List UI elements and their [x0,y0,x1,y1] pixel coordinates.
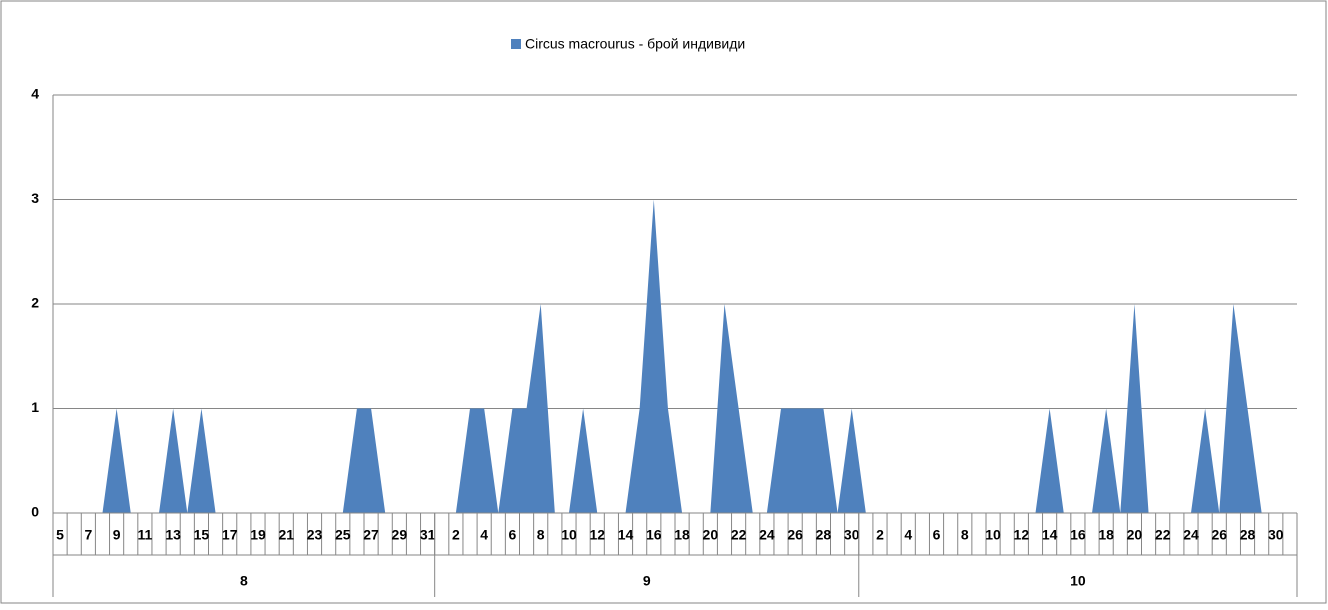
area [60,199,1290,513]
x-tick-label: 18 [1098,527,1114,543]
x-tick-label: 20 [1127,527,1143,543]
legend-label: Circus macrourus - брой индивиди [525,36,745,52]
x-tick-label: 17 [222,527,238,543]
x-tick-label: 12 [589,527,605,543]
x-tick-label: 31 [420,527,436,543]
x-tick-label: 10 [985,527,1001,543]
y-tick-label: 0 [31,504,39,520]
x-tick-label: 30 [844,527,860,543]
x-tick-label: 16 [1070,527,1086,543]
x-tick-label: 16 [646,527,662,543]
x-tick-label: 22 [1155,527,1171,543]
x-tick-label: 7 [84,527,92,543]
x-tick-label: 5 [56,527,64,543]
x-tick-label: 11 [137,527,152,543]
y-tick-label: 3 [31,190,39,206]
legend-swatch [511,39,521,49]
x-tick-label: 4 [904,527,912,543]
x-tick-label: 26 [787,527,803,543]
x-tick-label: 4 [480,527,488,543]
x-tick-label: 6 [933,527,941,543]
x-tick-label: 13 [165,527,181,543]
y-tick-label: 2 [31,295,39,311]
x-tick-label: 10 [561,527,577,543]
x-tick-label: 18 [674,527,690,543]
x-tick-label: 28 [1240,527,1256,543]
x-tick-label: 25 [335,527,351,543]
x-tick-label: 22 [731,527,747,543]
x-tick-label: 14 [1042,527,1058,543]
x-tick-label: 6 [509,527,517,543]
x-tick-label: 29 [392,527,408,543]
group-label: 10 [1070,573,1086,589]
x-tick-label: 8 [537,527,545,543]
x-tick-label: 24 [1183,527,1199,543]
x-tick-label: 12 [1014,527,1030,543]
x-tick-label: 23 [307,527,323,543]
x-tick-label: 2 [452,527,460,543]
group-label: 9 [643,573,651,589]
x-tick-label: 30 [1268,527,1284,543]
x-tick-label: 15 [194,527,210,543]
x-tick-label: 26 [1211,527,1227,543]
y-tick-label: 4 [31,86,39,102]
x-tick-label: 14 [618,527,634,543]
x-tick-label: 28 [816,527,832,543]
x-tick-label: 20 [703,527,719,543]
x-tick-label: 27 [363,527,379,543]
x-tick-label: 21 [278,527,294,543]
x-tick-label: 2 [876,527,884,543]
y-tick-label: 1 [31,399,39,415]
x-tick-label: 9 [113,527,121,543]
x-tick-label: 19 [250,527,266,543]
x-tick-label: 8 [961,527,969,543]
group-label: 8 [240,573,248,589]
x-tick-label: 24 [759,527,775,543]
